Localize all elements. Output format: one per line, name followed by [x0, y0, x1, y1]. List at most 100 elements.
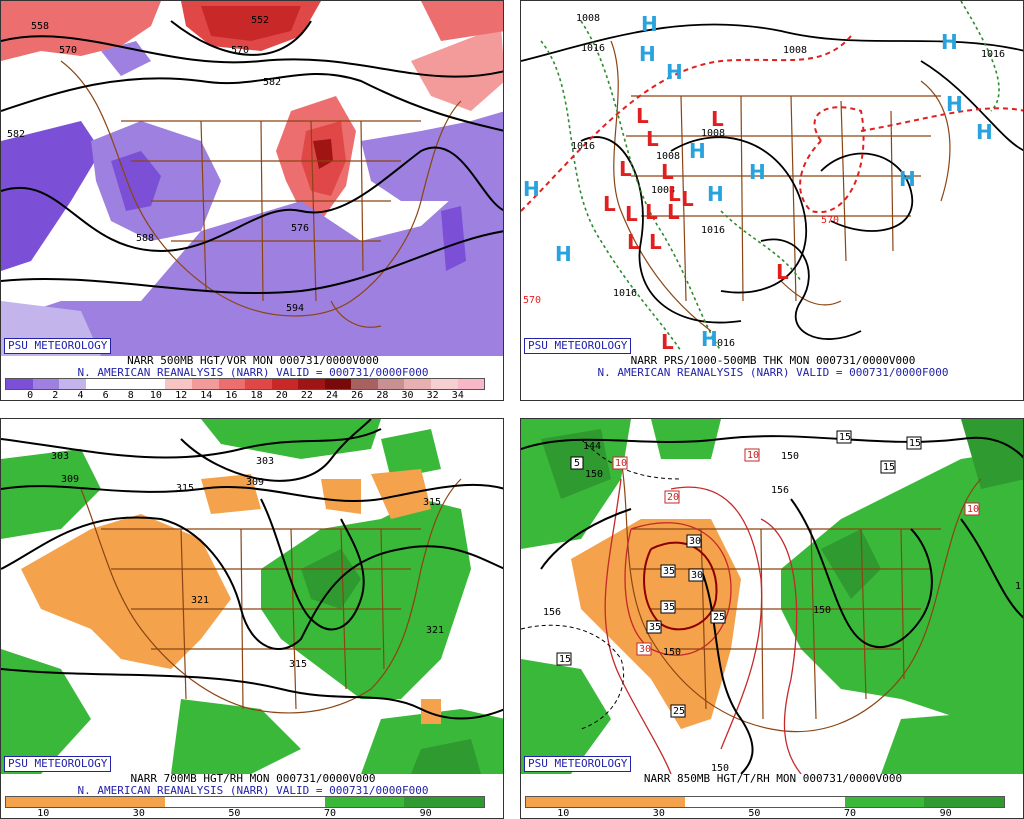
colorbar-tick-label: 28 [376, 390, 389, 401]
contour-label: 150 [663, 647, 681, 658]
contour-label: 315 [176, 483, 194, 494]
contour-label: 315 [289, 659, 307, 670]
contour-label: 1008 [656, 151, 680, 162]
panel-caption: NARR 500MB HGT/VOR MON 000731/0000V000 [127, 354, 379, 367]
colorbar-swatch [324, 797, 365, 807]
colorbar-swatch [6, 379, 33, 389]
low-pressure-marker: L [625, 202, 638, 226]
colorbar-swatch [377, 379, 405, 389]
colorbar-tick-label: 18 [250, 390, 263, 401]
contour-label: 1016 [571, 141, 595, 152]
low-pressure-marker: L [661, 160, 674, 184]
contour-label: 150 [711, 763, 729, 774]
vorticity-map: 558 570 582 552 570 582 576 588 594 [1, 1, 503, 356]
colorbar-swatch [324, 379, 352, 389]
temperature-label: 15 [839, 432, 851, 443]
colorbar-swatch [351, 379, 378, 389]
high-pressure-marker: H [946, 92, 963, 116]
contour-label: 156 [543, 607, 561, 618]
low-pressure-marker: L [661, 330, 674, 354]
temperature-label: 5 [574, 458, 580, 469]
contour-label: 1008 [701, 128, 725, 139]
colorbar-tick-label: 12 [175, 390, 188, 401]
low-pressure-marker: L [636, 104, 649, 128]
temperature-label: 15 [559, 654, 571, 665]
contour-label: 150 [781, 451, 799, 462]
low-pressure-marker: L [649, 230, 662, 254]
humidity-colorbar [5, 796, 485, 808]
low-pressure-marker: L [681, 187, 694, 211]
contour-label: 321 [426, 625, 444, 636]
colorbar-swatch [605, 797, 646, 807]
contour-label: 576 [291, 223, 309, 234]
colorbar-swatch [884, 797, 925, 807]
temperature-label: 20 [667, 492, 679, 503]
colorbar-swatch [364, 797, 405, 807]
contour-label: 144 [583, 441, 601, 452]
temperature-label: 10 [747, 450, 759, 461]
contour-label: 588 [136, 233, 154, 244]
colorbar-tick-label: 16 [225, 390, 238, 401]
contour-label: 303 [256, 456, 274, 467]
contour-label: 1008 [651, 185, 675, 196]
colorbar-ticks: 0 2 4 6 8 10 12 14 16 18 20 22 24 26 28 30 32 34 [5, 390, 483, 401]
colorbar-tick-label: 0 [27, 390, 34, 401]
contour-label: 582 [263, 77, 281, 88]
temperature-label: 15 [909, 438, 921, 449]
temperature-label: 35 [663, 566, 675, 577]
colorbar-tick-label: 34 [451, 390, 464, 401]
psu-meteorology-badge: PSU METEOROLOGY [4, 338, 112, 354]
colorbar-swatch [685, 797, 726, 807]
contour-label: 570 [523, 295, 541, 306]
low-pressure-marker: L [711, 107, 724, 131]
colorbar-swatch [218, 379, 246, 389]
colorbar-swatch [85, 379, 113, 389]
colorbar-swatch [964, 797, 1004, 807]
panel-500mb-vorticity: 558 570 582 552 570 582 576 588 594 PSU … [0, 0, 504, 401]
low-pressure-marker: L [646, 127, 659, 151]
high-pressure-marker: H [555, 242, 572, 266]
panel-caption: NARR PRS/1000-500MB THK MON 000731/0000V… [630, 354, 916, 367]
colorbar-swatch [45, 797, 86, 807]
colorbar-swatch [404, 379, 431, 389]
high-pressure-marker: H [899, 167, 916, 191]
colorbar-tick-label: 32 [426, 390, 439, 401]
contour-label: 1016 [581, 43, 605, 54]
panel-pressure-thickness: 1008 1016 1008 1016 1008 1008 1016 1016 … [520, 0, 1024, 401]
panel-700mb-humidity: 303 309 303 309 315 315 321 321 315 PSU … [0, 418, 504, 819]
colorbar-swatch [245, 379, 272, 389]
humidity-850-map: 144 150 156 150 156 150 150 150 1 5 10 1… [521, 419, 1023, 774]
colorbar-swatch [284, 797, 325, 807]
contour-label: 309 [61, 474, 79, 485]
temperature-label: 30 [689, 536, 701, 547]
colorbar-swatch [457, 379, 485, 389]
colorbar-tick-label: 24 [326, 390, 339, 401]
contour-label: 150 [585, 469, 603, 480]
colorbar-swatch [444, 797, 484, 807]
colorbar-swatch [298, 379, 325, 389]
contour-label: 1008 [783, 45, 807, 56]
temperature-label: 10 [967, 504, 979, 515]
temperature-label: 15 [883, 462, 895, 473]
high-pressure-marker: H [941, 30, 958, 54]
high-pressure-marker: H [976, 120, 993, 144]
contour-label: 582 [7, 129, 25, 140]
colorbar-tick-label: 30 [652, 808, 665, 819]
high-pressure-marker: H [701, 327, 718, 351]
colorbar-swatch [645, 797, 686, 807]
contour-label: 321 [191, 595, 209, 606]
contour-label: 303 [51, 451, 69, 462]
humidity-700-map: 303 309 303 309 315 315 321 321 315 [1, 419, 503, 774]
colorbar-swatch [112, 379, 139, 389]
colorbar-swatch [165, 379, 192, 389]
low-pressure-marker: L [645, 200, 658, 224]
colorbar-swatch [924, 797, 965, 807]
temperature-label: 25 [673, 706, 685, 717]
colorbar-swatch [764, 797, 805, 807]
colorbar-swatch [526, 797, 566, 807]
high-pressure-marker: H [666, 60, 683, 84]
high-pressure-marker: H [523, 177, 540, 201]
panel-caption: NARR 850MB HGT/T/RH MON 000731/0000V000 [643, 772, 903, 785]
colorbar-tick-label: 22 [300, 390, 313, 401]
contour-label: 150 [813, 605, 831, 616]
